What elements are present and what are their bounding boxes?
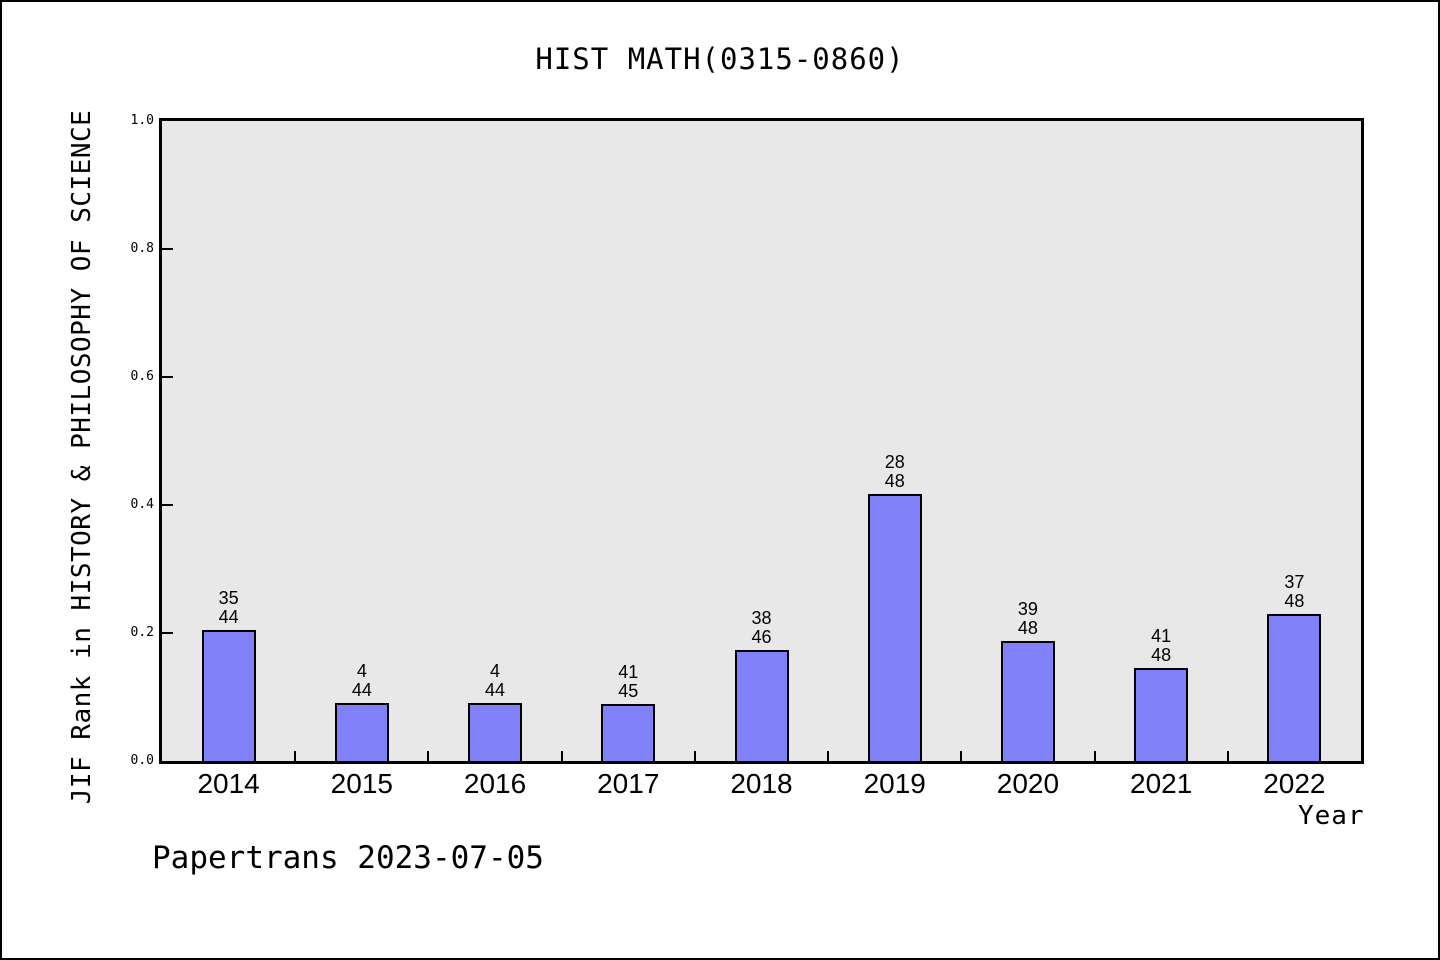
bar-2015 bbox=[334, 703, 389, 761]
x-tick-mark bbox=[294, 751, 296, 761]
bar-label-total: 48 bbox=[884, 471, 905, 491]
bar-label-total: 48 bbox=[1284, 591, 1305, 611]
bar-value-label: 38 46 bbox=[695, 609, 828, 647]
bar-2018 bbox=[734, 650, 789, 761]
x-tick-mark bbox=[960, 751, 962, 761]
bar-label-rank: 4 bbox=[356, 661, 367, 681]
y-tick-mark bbox=[162, 504, 173, 506]
bar-label-total: 46 bbox=[751, 627, 772, 647]
x-tick-mark bbox=[427, 751, 429, 761]
bar-value-label: 37 48 bbox=[1228, 573, 1361, 611]
bar-label-rank: 4 bbox=[490, 661, 501, 681]
bar-label-rank: 39 bbox=[1017, 599, 1038, 619]
bar-value-label: 28 48 bbox=[828, 453, 961, 491]
bar-value-label: 4 44 bbox=[428, 662, 561, 700]
bar-label-rank: 37 bbox=[1284, 572, 1305, 592]
x-tick-label-2022: 2022 bbox=[1263, 768, 1326, 799]
bar-2017 bbox=[601, 704, 656, 761]
x-tick-mark bbox=[827, 751, 829, 761]
bar-label-total: 48 bbox=[1151, 645, 1172, 665]
bar-2020 bbox=[1000, 641, 1055, 761]
bar-value-label: 41 45 bbox=[562, 663, 695, 701]
x-tick-label-2019: 2019 bbox=[863, 768, 926, 799]
y-tick-label-0.4: 0.4 bbox=[130, 497, 154, 512]
x-tick-mark bbox=[561, 751, 563, 761]
bar-label-rank: 41 bbox=[1151, 626, 1172, 646]
bar-2014 bbox=[201, 630, 256, 761]
bar-2021 bbox=[1134, 668, 1189, 761]
x-tick-mark bbox=[1094, 751, 1096, 761]
chart-title: HIST MATH(0315-0860) bbox=[535, 42, 905, 76]
x-tick-label-2016: 2016 bbox=[463, 768, 527, 799]
x-tick-label-2018: 2018 bbox=[730, 768, 793, 799]
y-tick-mark bbox=[162, 632, 173, 634]
plot-area: 35 44 4 44 4 44 41 45 38 46 28 48 39 48 41 48 37 48 bbox=[159, 118, 1364, 764]
bar-value-label: 35 44 bbox=[162, 589, 295, 627]
bar-label-total: 44 bbox=[351, 680, 372, 700]
y-tick-label-0.0: 0.0 bbox=[130, 753, 154, 768]
bar-label-rank: 41 bbox=[618, 662, 639, 682]
bar-label-total: 45 bbox=[618, 681, 639, 701]
bar-2022 bbox=[1267, 614, 1322, 761]
x-tick-mark bbox=[694, 751, 696, 761]
bar-label-total: 48 bbox=[1017, 618, 1038, 638]
bar-label-rank: 35 bbox=[218, 588, 239, 608]
bar-2019 bbox=[867, 494, 922, 761]
y-tick-mark bbox=[162, 376, 173, 378]
x-tick-label-2015: 2015 bbox=[330, 768, 393, 799]
y-axis-label: JIF Rank in HISTORY & PHILOSOPHY OF SCIE… bbox=[67, 109, 97, 805]
y-tick-label-0.8: 0.8 bbox=[130, 241, 154, 256]
x-tick-label-2021: 2021 bbox=[1130, 768, 1193, 799]
y-tick-mark bbox=[162, 248, 173, 250]
bar-label-rank: 28 bbox=[884, 452, 905, 472]
bar-label-total: 44 bbox=[218, 607, 239, 627]
y-tick-label-1.0: 1.0 bbox=[130, 113, 154, 128]
footer-watermark: Papertrans 2023-07-05 bbox=[152, 840, 544, 876]
bar-value-label: 41 48 bbox=[1095, 627, 1228, 665]
x-tick-label-2020: 2020 bbox=[996, 768, 1060, 799]
x-tick-label-2017: 2017 bbox=[597, 768, 660, 799]
x-tick-mark bbox=[1227, 751, 1229, 761]
bar-2016 bbox=[468, 703, 523, 761]
bar-value-label: 4 44 bbox=[295, 662, 428, 700]
x-axis-label: Year bbox=[1298, 801, 1365, 831]
bar-label-total: 44 bbox=[485, 680, 506, 700]
y-tick-label-0.2: 0.2 bbox=[130, 625, 154, 640]
y-tick-label-0.6: 0.6 bbox=[130, 369, 154, 384]
bar-label-rank: 38 bbox=[751, 608, 772, 628]
x-tick-label-2014: 2014 bbox=[197, 768, 260, 799]
bar-value-label: 39 48 bbox=[961, 600, 1094, 638]
